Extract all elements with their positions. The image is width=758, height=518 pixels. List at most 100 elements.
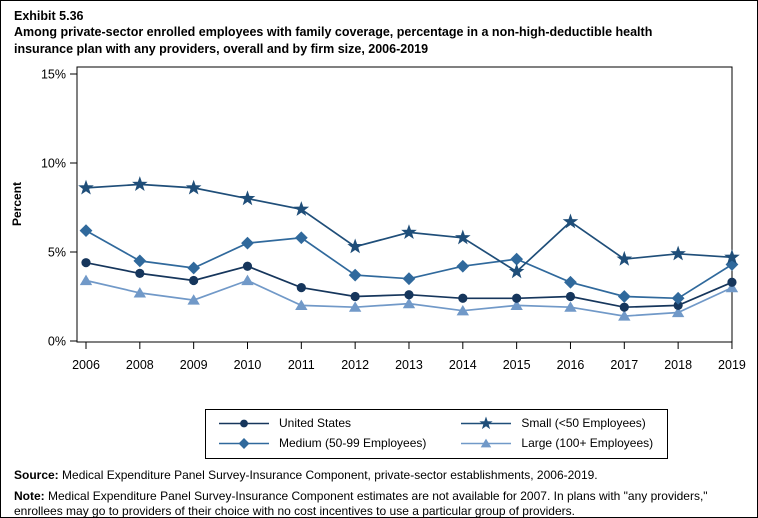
data-point-diamond [133, 254, 147, 268]
data-point-triangle [671, 306, 685, 317]
data-point-triangle [133, 286, 147, 298]
data-point-star [670, 245, 686, 261]
note-text: Medical Expenditure Panel Survey-Insuran… [14, 488, 708, 518]
legend-diamond-sample [219, 437, 269, 449]
data-point-diamond [241, 236, 254, 250]
data-point-circle [296, 282, 306, 292]
marker-circle [240, 419, 248, 428]
data-point-triangle [241, 274, 254, 285]
data-point-star [724, 248, 740, 264]
data-point-star [616, 250, 633, 266]
x-tick-label: 2012 [341, 358, 369, 372]
data-point-diamond [294, 231, 308, 244]
data-point-star [239, 190, 256, 205]
legend-item: Small (<50 Employees) [460, 415, 653, 432]
y-tick-label: 5% [48, 245, 66, 259]
data-point-star [401, 223, 417, 239]
y-tick-label: 0% [48, 334, 66, 348]
note-label: Note: [14, 488, 45, 503]
note-line: Note: Medical Expenditure Panel Survey-I… [14, 488, 744, 518]
legend-star-sample [461, 416, 512, 429]
data-point-diamond [564, 275, 577, 289]
legend-item: Large (100+ Employees) [460, 435, 653, 452]
legend-circle-sample [219, 419, 269, 428]
title-block: Exhibit 5.36 Among private-sector enroll… [1, 1, 757, 57]
data-point-triangle [456, 304, 470, 316]
source-line: Source: Medical Expenditure Panel Survey… [14, 468, 744, 484]
legend-label: Medium (50-99 Employees) [279, 436, 427, 451]
data-point-star [508, 263, 525, 278]
legend-item: Medium (50-99 Employees) [218, 435, 426, 452]
data-point-star [562, 213, 579, 229]
data-point-star [293, 200, 310, 216]
data-point-triangle [402, 297, 416, 308]
y-tick-label: 10% [41, 156, 66, 170]
data-point-star [347, 238, 363, 254]
data-point-circle [350, 291, 360, 301]
data-point-circle [81, 257, 91, 268]
data-point-triangle [564, 301, 577, 312]
data-point-triangle [187, 294, 200, 305]
exhibit-number: Exhibit 5.36 [14, 9, 84, 23]
data-point-circle [242, 261, 253, 271]
data-point-star [132, 175, 148, 191]
source-text: Medical Expenditure Panel Survey-Insuran… [58, 467, 598, 482]
data-point-diamond [510, 252, 524, 266]
data-point-triangle [348, 301, 362, 312]
data-point-triangle [618, 310, 631, 321]
data-point-circle [619, 302, 629, 312]
marker-triangle [481, 438, 492, 448]
x-tick-label: 2015 [503, 358, 531, 372]
x-tick-label: 2019 [718, 358, 746, 372]
data-point-diamond [402, 272, 416, 285]
x-tick-label: 2008 [126, 358, 154, 372]
legend-label: United States [279, 416, 352, 431]
data-point-circle [404, 289, 414, 300]
data-point-diamond [671, 291, 685, 305]
x-tick-label: 2009 [180, 358, 208, 372]
line-chart: 0% 5% 10% 15% Percent 2006 2008 2009 2010 2011 201… [10, 66, 746, 372]
x-tick-label: 2013 [395, 358, 423, 372]
source-label: Source: [14, 467, 59, 482]
data-point-diamond [456, 259, 470, 273]
data-point-circle [565, 291, 576, 301]
legend-label: Small (<50 Employees) [521, 416, 646, 431]
x-tick-label: 2006 [72, 358, 100, 372]
y-tick-label: 15% [41, 67, 66, 81]
figure-title: Among private-sector enrolled employees … [14, 25, 653, 56]
data-point-circle [512, 293, 522, 303]
data-point-triangle [510, 299, 523, 310]
data-point-diamond [79, 223, 93, 237]
x-tick-label: 2014 [449, 358, 477, 372]
data-point-circle [458, 293, 468, 303]
x-tick-label: 2017 [610, 358, 638, 372]
legend-triangle-sample [461, 438, 512, 448]
data-point-star [185, 179, 202, 195]
data-point-circle [727, 277, 737, 287]
data-point-diamond [348, 268, 362, 282]
x-tick-label: 2011 [288, 358, 315, 372]
data-point-star [78, 179, 94, 195]
data-point-diamond [617, 289, 631, 303]
data-point-star [455, 229, 471, 245]
footnotes: Source: Medical Expenditure Panel Survey… [1, 459, 757, 518]
x-tick-label: 2018 [664, 358, 692, 372]
plot-frame [76, 66, 733, 343]
series-line [85, 229, 733, 299]
legend-item: United States [218, 415, 426, 432]
chart-legend: United States Small (<50 Employees) Medium… [205, 408, 669, 459]
data-point-circle [189, 275, 199, 285]
marker-star [479, 416, 494, 429]
y-axis-title: Percent [10, 182, 24, 226]
legend-label: Large (100+ Employees) [521, 436, 654, 451]
x-tick-label: 2016 [557, 358, 585, 372]
data-point-triangle [295, 299, 308, 310]
data-point-circle [673, 300, 683, 310]
data-point-circle [135, 268, 145, 278]
data-point-triangle [725, 281, 739, 292]
marker-diamond [238, 437, 250, 449]
x-tick-label: 2010 [234, 358, 262, 372]
data-point-diamond [187, 261, 201, 275]
data-point-triangle [79, 274, 93, 285]
